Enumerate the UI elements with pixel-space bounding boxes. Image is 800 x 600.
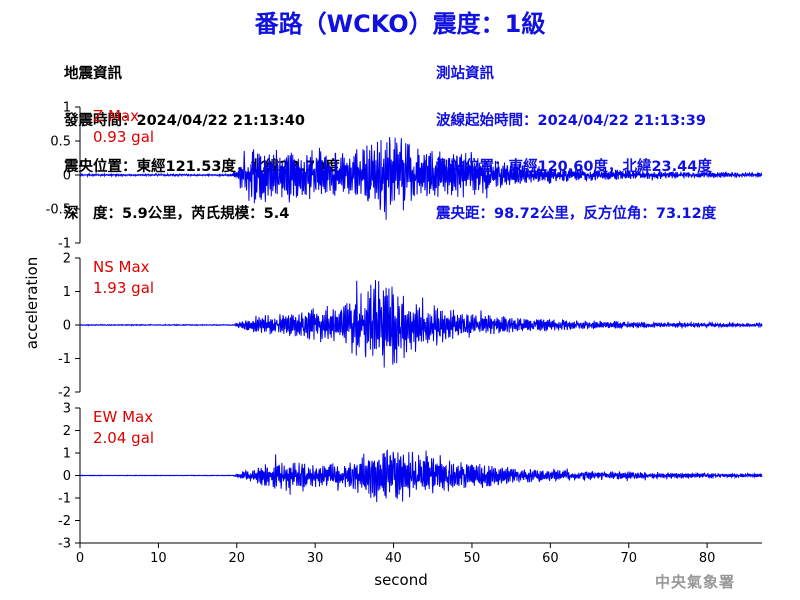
y-tick-label-EW: 0 xyxy=(63,469,71,484)
y-tick-label-Z: -0.5 xyxy=(46,203,71,218)
y-tick-label-EW: -3 xyxy=(58,537,71,552)
max-label-EW: EW Max xyxy=(93,408,153,426)
chart-title: 番路（WCKO）震度：1級 xyxy=(254,10,546,38)
y-tick-label-NS: 1 xyxy=(63,285,71,300)
x-axis-title: second xyxy=(374,571,428,589)
waveform-trace-EW xyxy=(79,449,763,503)
max-value-EW: 2.04 gal xyxy=(93,429,154,447)
y-tick-label-EW: 1 xyxy=(63,447,71,462)
station-info-heading: 測站資訊 xyxy=(436,66,494,82)
x-tick-label: 50 xyxy=(464,551,481,566)
x-tick-label: 10 xyxy=(150,551,167,566)
agency-credit: 中央氣象署 xyxy=(655,573,736,591)
max-label-NS: NS Max xyxy=(93,258,150,276)
y-tick-label-Z: 0.5 xyxy=(50,135,71,150)
y-tick-label-Z: 0 xyxy=(63,169,71,184)
x-tick-label: 0 xyxy=(76,551,84,566)
earthquake-depth-magnitude: 深 度：5.9公里，芮氏規模：5.4 xyxy=(64,205,290,222)
y-tick-label-NS: 2 xyxy=(63,252,71,267)
x-tick-label: 80 xyxy=(699,551,716,566)
max-label-Z: Z Max xyxy=(93,107,139,125)
y-axis-title: acceleration xyxy=(23,257,41,349)
waveform-trace-NS xyxy=(79,280,763,368)
waveform-trace-Z xyxy=(79,137,763,220)
y-tick-label-NS: -2 xyxy=(58,386,71,401)
station-info: 測站資訊 波線起始時間：2024/04/22 21:13:39 測站位置：東經1… xyxy=(436,36,716,238)
y-tick-label-EW: 2 xyxy=(63,424,71,439)
earthquake-time: 發震時間：2024/04/22 21:13:40 xyxy=(64,112,305,129)
station-wave-start: 波線起始時間：2024/04/22 21:13:39 xyxy=(436,112,706,129)
y-tick-label-EW: -2 xyxy=(58,514,71,529)
station-distance: 震央距：98.72公里，反方位角：73.12度 xyxy=(436,205,717,222)
earthquake-info-heading: 地震資訊 xyxy=(64,66,122,82)
max-value-NS: 1.93 gal xyxy=(93,279,154,297)
x-tick-label: 20 xyxy=(229,551,246,566)
y-tick-label-EW: 3 xyxy=(63,402,71,417)
x-tick-label: 60 xyxy=(542,551,559,566)
y-tick-label-EW: -1 xyxy=(58,492,71,507)
y-tick-label-NS: -1 xyxy=(58,352,71,367)
y-tick-label-Z: -1 xyxy=(58,237,71,252)
x-tick-label: 30 xyxy=(307,551,324,566)
x-tick-label: 70 xyxy=(620,551,637,566)
x-tick-label: 40 xyxy=(385,551,402,566)
y-tick-label-NS: 0 xyxy=(63,319,71,334)
max-value-Z: 0.93 gal xyxy=(93,128,154,146)
y-tick-label-Z: 1 xyxy=(63,101,71,116)
